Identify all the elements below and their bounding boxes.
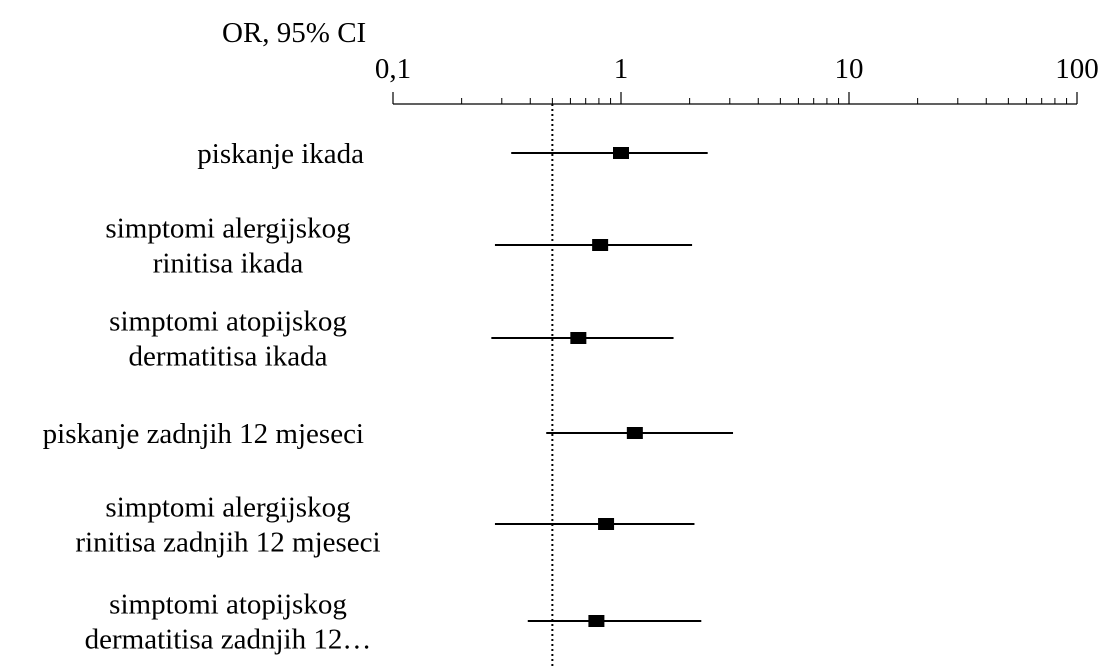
row-label: rinitisa zadnjih 12 mjeseci: [75, 527, 380, 559]
x-tick-label: 1: [614, 53, 629, 85]
or-point-marker: [626, 427, 643, 439]
forest-row: piskanje zadnjih 12 mjeseci: [43, 418, 734, 450]
x-tick-label: 100: [1055, 53, 1099, 85]
row-label: rinitisa ikada: [153, 248, 304, 280]
or-point-marker: [613, 147, 629, 159]
or-point-marker: [598, 518, 615, 530]
row-label: piskanje ikada: [197, 138, 364, 170]
row-label: piskanje zadnjih 12 mjeseci: [43, 418, 364, 450]
row-label: simptomi alergijskog: [105, 213, 350, 245]
chart-title: OR, 95% CI: [222, 17, 366, 49]
or-point-marker: [592, 239, 609, 251]
x-tick-label: 0,1: [375, 53, 411, 85]
row-label: simptomi atopijskog: [109, 589, 347, 621]
x-tick-label: 10: [835, 53, 864, 85]
forest-row: piskanje ikada: [197, 138, 708, 170]
or-point-marker: [588, 615, 605, 627]
row-label: dermatitisa ikada: [129, 341, 328, 373]
row-label: dermatitisa zadnjih 12…: [85, 624, 372, 656]
or-point-marker: [570, 332, 587, 344]
row-label: simptomi atopijskog: [109, 306, 347, 338]
x-axis: 0,1 1 10 100: [375, 53, 1099, 105]
row-label: simptomi alergijskog: [105, 492, 350, 524]
